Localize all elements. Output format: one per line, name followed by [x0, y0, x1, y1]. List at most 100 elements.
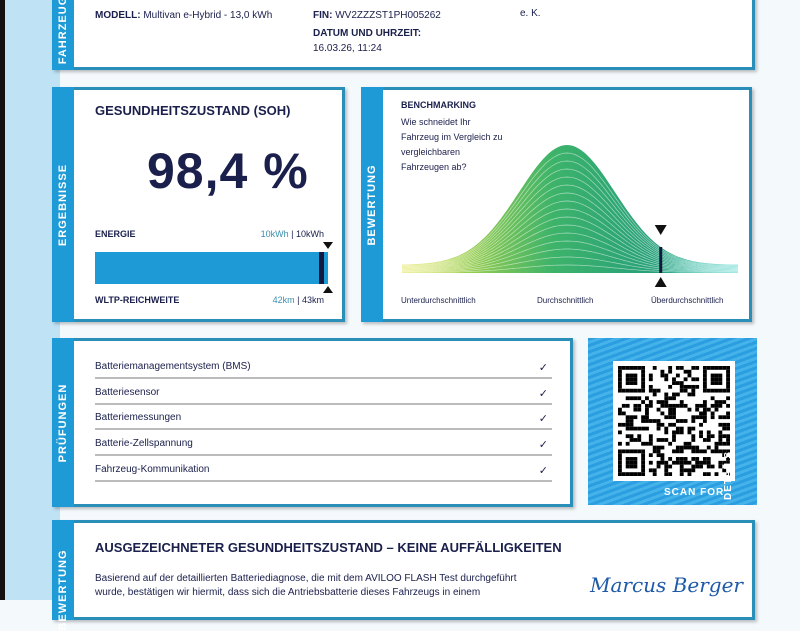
qr-module — [679, 430, 684, 435]
qr-module — [618, 449, 622, 454]
vin: FIN: WV2ZZZST1PH005262 — [313, 10, 441, 21]
qr-module — [641, 373, 646, 378]
qr-module — [714, 449, 719, 454]
qr-module — [648, 460, 653, 465]
qr-module — [625, 460, 630, 465]
qr-module — [710, 403, 715, 408]
qr-module — [702, 415, 707, 420]
qr-module — [637, 366, 642, 370]
qr-module — [679, 419, 684, 423]
qr-module — [706, 464, 711, 469]
qr-module — [618, 411, 622, 416]
qr-module — [656, 388, 661, 393]
qr-module — [618, 407, 622, 412]
qr-module — [699, 403, 703, 408]
bell-contour-line — [401, 184, 739, 268]
qr-module — [660, 457, 665, 461]
assessment-tab: BEWERTUNG — [52, 520, 74, 631]
range-values: 42km | 43km — [272, 295, 324, 305]
qr-module — [660, 445, 665, 450]
qr-module — [618, 373, 622, 378]
qr-module — [637, 407, 642, 412]
qr-module — [641, 449, 646, 454]
qr-module — [664, 472, 669, 476]
qr-module — [618, 430, 622, 435]
qr-module — [656, 426, 661, 431]
qr-module — [710, 373, 715, 378]
qr-module — [672, 438, 676, 442]
soh-value: 98,4 % — [147, 143, 309, 199]
qr-module — [637, 388, 642, 393]
qr-module — [641, 415, 646, 420]
qr-module — [660, 403, 665, 408]
background-strip — [5, 0, 60, 600]
qr-module — [664, 396, 669, 401]
qr-module — [702, 384, 707, 389]
qr-module — [664, 438, 669, 442]
qr-module — [641, 468, 646, 473]
qr-module — [625, 366, 630, 370]
qr-module — [726, 403, 730, 408]
qr-module — [660, 411, 665, 416]
qr-module — [706, 366, 711, 370]
dealer-suffix: e. K. — [520, 8, 541, 19]
qr-module — [668, 441, 673, 446]
check-icon: ✓ — [538, 362, 548, 374]
qr-module — [695, 407, 700, 412]
qr-code[interactable] — [613, 361, 735, 481]
qr-module — [695, 445, 700, 450]
qr-module — [726, 422, 730, 427]
label-above-average: Überdurchschnittlich — [651, 296, 724, 305]
qr-module — [683, 403, 688, 408]
qr-module — [699, 449, 703, 454]
qr-module — [618, 422, 622, 427]
qr-module — [722, 426, 727, 431]
qr-module — [726, 388, 730, 393]
date-value: 16.03.26, 11:24 — [313, 43, 382, 54]
qr-module — [706, 434, 711, 439]
qr-module — [668, 384, 673, 389]
checks-tab: PRÜFUNGEN — [52, 338, 74, 507]
qr-module — [621, 472, 626, 476]
qr-module — [679, 464, 684, 469]
qr-module — [722, 441, 727, 446]
qr-module — [625, 381, 630, 385]
qr-module — [656, 464, 661, 469]
qr-module — [637, 434, 642, 439]
qr-module — [645, 403, 649, 408]
qr-module — [629, 449, 634, 454]
qr-module — [672, 460, 676, 465]
qr-module — [706, 460, 711, 465]
qr-module — [675, 426, 680, 431]
qr-module — [722, 422, 727, 427]
qr-module — [726, 441, 730, 446]
qr-module — [621, 422, 626, 427]
qr-module — [722, 388, 727, 393]
qr-module — [625, 388, 630, 393]
qr-module — [714, 445, 719, 450]
qr-module — [633, 415, 638, 420]
qr-module — [664, 460, 669, 465]
qr-module — [722, 400, 727, 404]
qr-module — [652, 445, 657, 450]
qr-module — [625, 422, 630, 427]
vehicle-tab: FAHRZEUG — [52, 0, 74, 70]
qr-module — [637, 449, 642, 454]
qr-module — [668, 415, 673, 420]
assessment-title: AUSGEZEICHNETER GESUNDHEITSZUSTAND – KEI… — [95, 540, 562, 555]
qr-module — [714, 407, 719, 412]
qr-module — [633, 381, 638, 385]
qr-module — [691, 419, 696, 423]
qr-panel[interactable]: SCAN FOR DETAILS — [588, 338, 757, 505]
qr-module — [718, 441, 723, 446]
qr-module — [668, 369, 673, 374]
qr-module — [718, 438, 723, 442]
check-icon: ✓ — [538, 465, 548, 477]
qr-module — [710, 411, 715, 416]
qr-module — [648, 377, 653, 382]
qr-module — [675, 392, 680, 397]
qr-module — [726, 366, 730, 370]
qr-module — [695, 464, 700, 469]
qr-module — [629, 388, 634, 393]
qr-module — [679, 388, 684, 393]
